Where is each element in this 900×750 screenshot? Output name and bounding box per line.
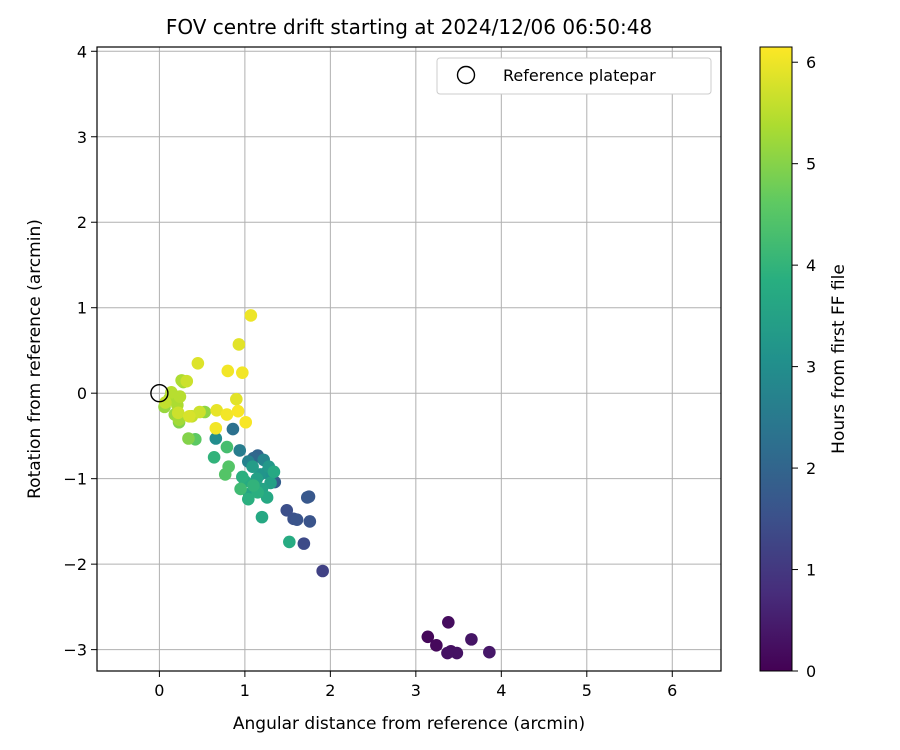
scatter-point (220, 408, 234, 421)
y-axis-label: Rotation from reference (arcmin) (25, 219, 45, 499)
scatter-point (303, 515, 317, 528)
scatter-point (221, 364, 235, 378)
scatter-point (465, 633, 478, 646)
scatter-point (302, 490, 316, 503)
scatter-point (182, 432, 195, 445)
y-tick-label: 1 (77, 299, 87, 318)
x-tick-label: 3 (411, 681, 421, 700)
y-tick-label: −3 (63, 641, 87, 660)
y-tick-label: −2 (63, 555, 87, 574)
scatter-point (260, 491, 274, 504)
scatter-point (236, 470, 249, 484)
scatter-point (441, 646, 454, 660)
reference-platepar-marker (150, 383, 169, 403)
scatter-point (209, 432, 223, 445)
scatter-point (230, 392, 243, 406)
legend: Reference platepar (436, 57, 712, 95)
x-tick-label: 6 (667, 681, 677, 700)
colorbar-tick-label: 6 (806, 53, 816, 72)
chart-title: FOV centre drift starting at 2024/12/06 … (166, 15, 652, 39)
scatter-point (483, 645, 496, 659)
x-axis-label: Angular distance from reference (arcmin) (233, 714, 585, 734)
scatter-point (180, 374, 194, 388)
scatter-point (232, 338, 246, 351)
scatter-point (246, 460, 259, 474)
scatter-point (255, 510, 269, 524)
scatter-point (239, 415, 253, 429)
scatter-point (297, 537, 311, 550)
legend-label-reference: Reference platepar (503, 66, 656, 85)
scatter-point (283, 535, 296, 549)
plot-frame (96, 46, 722, 672)
colorbar-ticks: 0 1 2 3 4 5 6 (792, 53, 816, 681)
y-tick-label: 4 (77, 42, 87, 61)
scatter-point (220, 440, 234, 454)
scatter-point (421, 630, 435, 644)
colorbar-tick-label: 5 (806, 155, 816, 174)
scatter-point (191, 356, 205, 370)
colorbar-gradient (759, 46, 793, 672)
colorbar-label: Hours from first FF file (829, 264, 849, 454)
colorbar-tick-label: 1 (806, 561, 816, 580)
colorbar-tick-label: 3 (806, 358, 816, 377)
reference-marker-layer (150, 383, 169, 403)
scatter-point (159, 396, 172, 409)
legend-box (436, 57, 712, 95)
scatter-point (207, 451, 221, 464)
colorbar-tick-label: 0 (806, 662, 816, 681)
legend-marker-reference (456, 65, 476, 85)
x-axis-ticks: 0 1 2 3 4 5 6 (154, 671, 677, 700)
y-tick-label: 0 (77, 384, 87, 403)
scatter-point (241, 492, 255, 506)
x-tick-label: 1 (240, 681, 250, 700)
scatter-point (280, 503, 294, 517)
scatter-point (222, 460, 235, 474)
scatter-point (210, 403, 223, 417)
scatter-point (231, 404, 245, 418)
y-tick-label: 3 (77, 128, 87, 147)
scatter-point (171, 406, 185, 420)
y-tick-label: −1 (63, 470, 87, 489)
scatter-point (316, 564, 329, 578)
scatter-point (193, 405, 206, 419)
data-points (158, 309, 496, 660)
scatter-point (247, 479, 260, 492)
scatter-point (233, 444, 247, 457)
scatter-point (183, 409, 196, 423)
scatter-point (173, 390, 187, 403)
colorbar: 0 1 2 3 4 5 6 Hours from first FF file (759, 46, 849, 681)
scatter-point (267, 465, 281, 479)
scatter-point (450, 646, 464, 660)
x-tick-label: 0 (154, 681, 164, 700)
scatter-point (226, 422, 240, 436)
scatter-point (290, 513, 304, 527)
colorbar-tick-label: 2 (806, 459, 816, 478)
x-tick-label: 5 (582, 681, 592, 700)
y-axis-ticks: −3 −2 −1 0 1 2 3 4 (63, 42, 97, 660)
scatter-point (430, 639, 443, 652)
colorbar-tick-label: 4 (806, 256, 816, 275)
x-tick-label: 4 (496, 681, 506, 700)
grid-lines (97, 47, 721, 671)
scatter-point (236, 366, 249, 379)
scatter-point (234, 482, 247, 496)
x-tick-label: 2 (325, 681, 335, 700)
y-tick-label: 2 (77, 213, 87, 232)
scatter-point (244, 309, 258, 322)
scatter-point (442, 615, 455, 629)
scatter-point (209, 421, 223, 435)
